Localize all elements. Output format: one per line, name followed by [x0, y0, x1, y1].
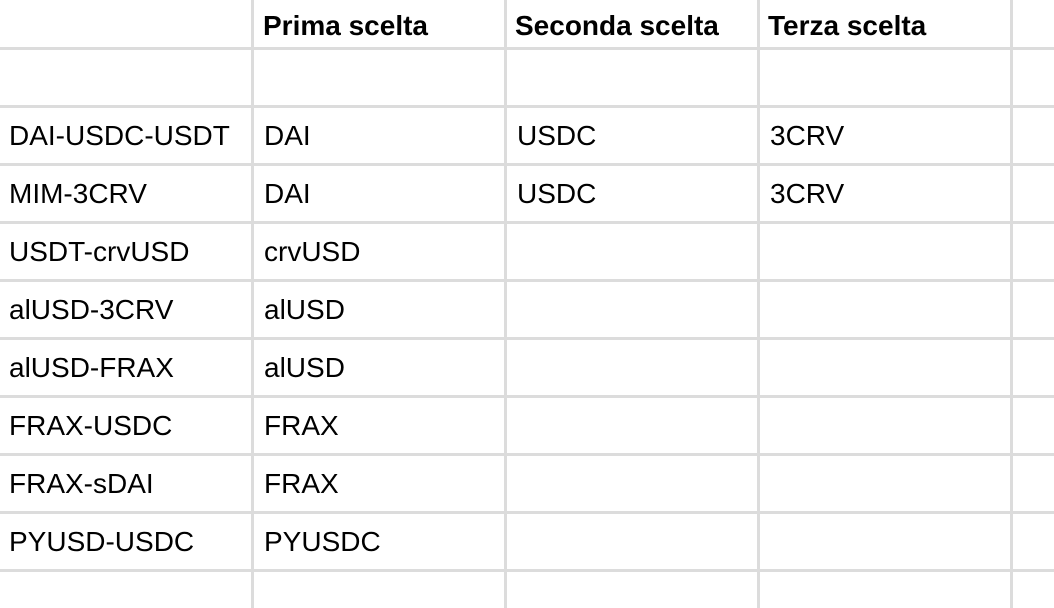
table-row: alUSD-FRAX alUSD: [0, 340, 1054, 398]
table-row: FRAX-sDAI FRAX: [0, 456, 1054, 514]
table-cell[interactable]: [1013, 514, 1054, 569]
table-cell[interactable]: [1013, 572, 1054, 608]
table-cell[interactable]: [507, 282, 760, 337]
table-cell[interactable]: [1013, 340, 1054, 395]
table-cell[interactable]: [760, 224, 1013, 279]
table-row: USDT-crvUSD crvUSD: [0, 224, 1054, 282]
table-cell[interactable]: [1013, 50, 1054, 105]
table-cell[interactable]: [1013, 166, 1054, 221]
header-cell-prima-scelta[interactable]: Prima scelta: [254, 0, 507, 47]
header-cell-seconda-scelta[interactable]: Seconda scelta: [507, 0, 760, 47]
table-cell[interactable]: [1013, 282, 1054, 337]
table-cell[interactable]: PYUSDC: [254, 514, 507, 569]
table-row: DAI-USDC-USDT DAI USDC 3CRV: [0, 108, 1054, 166]
table-cell[interactable]: FRAX-USDC: [0, 398, 254, 453]
table-cell[interactable]: [507, 340, 760, 395]
table-cell[interactable]: [507, 456, 760, 511]
table-cell[interactable]: [507, 50, 760, 105]
header-cell[interactable]: [0, 0, 254, 47]
table-cell[interactable]: [760, 398, 1013, 453]
table-cell[interactable]: FRAX: [254, 456, 507, 511]
header-row: Prima scelta Seconda scelta Terza scelta: [0, 0, 1054, 50]
table-cell[interactable]: [760, 456, 1013, 511]
table-row: alUSD-3CRV alUSD: [0, 282, 1054, 340]
table-cell[interactable]: 3CRV: [760, 166, 1013, 221]
table-cell[interactable]: [760, 282, 1013, 337]
table-cell[interactable]: alUSD-3CRV: [0, 282, 254, 337]
table-cell[interactable]: DAI-USDC-USDT: [0, 108, 254, 163]
table-cell[interactable]: [760, 340, 1013, 395]
table-cell[interactable]: [254, 50, 507, 105]
header-cell-terza-scelta[interactable]: Terza scelta: [760, 0, 1013, 47]
table-cell[interactable]: [0, 572, 254, 608]
table-cell[interactable]: [760, 572, 1013, 608]
table-cell[interactable]: [507, 572, 760, 608]
table-cell[interactable]: PYUSD-USDC: [0, 514, 254, 569]
table-cell[interactable]: alUSD: [254, 282, 507, 337]
table-cell[interactable]: [1013, 456, 1054, 511]
table-cell[interactable]: alUSD-FRAX: [0, 340, 254, 395]
table-row: MIM-3CRV DAI USDC 3CRV: [0, 166, 1054, 224]
table-cell[interactable]: [0, 50, 254, 105]
table-cell[interactable]: USDC: [507, 108, 760, 163]
table-cell[interactable]: DAI: [254, 166, 507, 221]
table-cell[interactable]: DAI: [254, 108, 507, 163]
table-cell[interactable]: FRAX: [254, 398, 507, 453]
table-cell[interactable]: [254, 572, 507, 608]
table-cell[interactable]: alUSD: [254, 340, 507, 395]
table-cell[interactable]: MIM-3CRV: [0, 166, 254, 221]
table-row: FRAX-USDC FRAX: [0, 398, 1054, 456]
table-row: PYUSD-USDC PYUSDC: [0, 514, 1054, 572]
table-cell[interactable]: [1013, 224, 1054, 279]
table-row: [0, 50, 1054, 108]
table-cell[interactable]: USDC: [507, 166, 760, 221]
table-cell[interactable]: [507, 398, 760, 453]
table-cell[interactable]: [1013, 398, 1054, 453]
table-cell[interactable]: crvUSD: [254, 224, 507, 279]
table-cell[interactable]: USDT-crvUSD: [0, 224, 254, 279]
table-cell[interactable]: [760, 50, 1013, 105]
table-cell[interactable]: [760, 514, 1013, 569]
table-cell[interactable]: [507, 224, 760, 279]
header-cell[interactable]: [1013, 0, 1054, 47]
table-cell[interactable]: [507, 514, 760, 569]
table-cell[interactable]: [1013, 108, 1054, 163]
table-cell[interactable]: 3CRV: [760, 108, 1013, 163]
table-cell[interactable]: FRAX-sDAI: [0, 456, 254, 511]
table-row: [0, 572, 1054, 608]
